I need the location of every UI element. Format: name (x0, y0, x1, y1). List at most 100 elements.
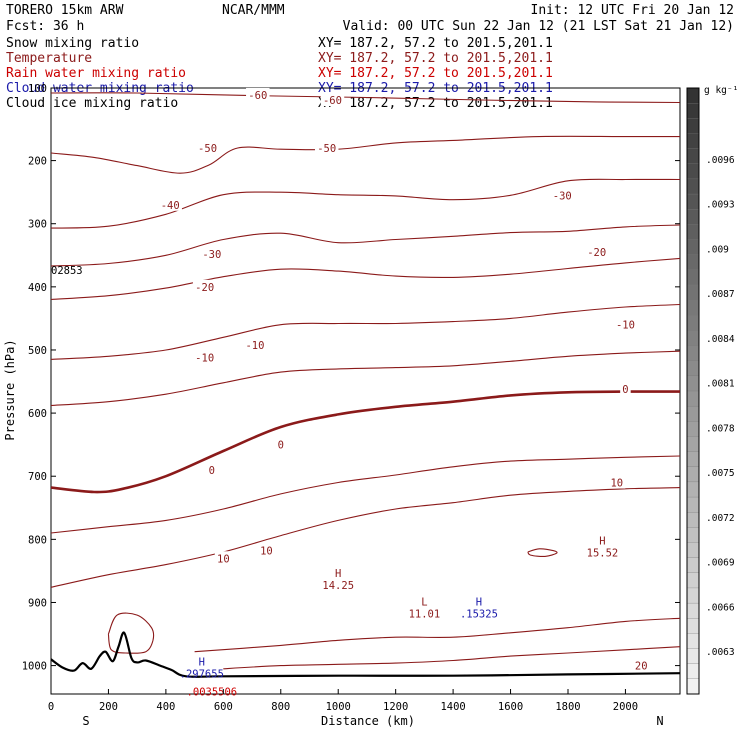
colorbar-frame (686, 87, 700, 695)
extremum-value: 11.01 (409, 609, 441, 621)
colorbar-box (686, 648, 700, 665)
inner-annotation: 02853 (51, 265, 83, 277)
x-axis-label: Distance (km) (321, 714, 415, 728)
extremum-value: .297655 (180, 669, 224, 681)
colorbar-box (686, 557, 700, 574)
extremum-value: 15.52 (587, 547, 619, 559)
isotherm-label: 10 (610, 478, 623, 490)
colorbar-unit: g kg⁻¹ (704, 85, 738, 96)
colorbar-box (686, 481, 700, 498)
isotherm-line (50, 224, 681, 267)
isotherm-label-bg (214, 551, 232, 565)
isotherm-line (50, 135, 680, 174)
field-xy-cloud-ice: XY= 187.2, 57.2 to 201.5,201.1 (318, 96, 553, 111)
colorbar-box (686, 360, 700, 377)
isotherm-label: 20 (635, 661, 648, 673)
isotherm-line (50, 257, 681, 301)
colorbar-box (686, 542, 700, 559)
colorbar-label: .0078 (706, 423, 735, 434)
isotherm-label-bg (192, 350, 217, 364)
isotherm-label-bg (158, 197, 182, 211)
isotherm-label-bg (314, 140, 339, 154)
model-title: TORERO 15km ARW (6, 3, 124, 18)
extremum-letter: H (199, 657, 205, 669)
x-tick-label: 400 (156, 701, 175, 713)
y-tick-label: 900 (28, 597, 47, 609)
isotherm-label-bg (195, 140, 220, 154)
isotherm-label: -10 (195, 353, 214, 365)
isotherm-line (194, 617, 681, 653)
x-end-label-north: N (656, 714, 663, 728)
isotherm-label-layer: -60 -60 -50 -50 -40 -30 -30 -20 -20 -10 -10 -10 0 0 0 1… (158, 87, 650, 673)
colorbar-box (686, 315, 700, 331)
isotherm-line (50, 487, 681, 588)
isotherm-line (50, 178, 681, 229)
field-xy-temperature: XY= 187.2, 57.2 to 201.5,201.1 (318, 51, 553, 66)
isotherm-label-bg (613, 317, 638, 331)
field-xy-rain: XY= 187.2, 57.2 to 201.5,201.1 (318, 66, 553, 81)
x-tick-label: 1800 (555, 701, 580, 713)
isotherm-label-bg (275, 437, 287, 451)
isotherm-label-bg (550, 188, 574, 202)
colorbar-box (686, 663, 700, 680)
colorbar-label: .0075 (706, 468, 735, 479)
y-axis-label: Pressure (hPa) (3, 339, 17, 440)
cloud-contour (527, 548, 558, 558)
x-tick-label: 200 (99, 701, 118, 713)
colorbar-box (686, 148, 700, 165)
x-tick-label: 2000 (613, 701, 638, 713)
colorbar-box (686, 451, 700, 468)
axis-layer: 0 200 400 600 800 1000 1200 1400 1600 1800 2000200… (22, 83, 680, 713)
colorbar-box (686, 512, 700, 528)
snow-contour (107, 612, 155, 654)
isotherm-line (223, 646, 681, 670)
colorbar-label: .0066 (706, 602, 735, 613)
extremum-value: .0035506 (187, 686, 238, 698)
isotherm-label-bg (257, 543, 275, 557)
x-tick-label: 1600 (498, 701, 523, 713)
field-name-snow: Snow mixing ratio (6, 36, 139, 51)
colorbar-box (686, 466, 700, 483)
x-tick-label: 1400 (440, 701, 465, 713)
extremum-letter: H (476, 597, 482, 609)
isotherm-label: -40 (161, 200, 180, 212)
isotherm-line (50, 455, 681, 534)
colorbar-box (686, 405, 700, 422)
colorbar-label: .0069 (706, 558, 735, 569)
x-tick-label: 0 (48, 701, 54, 713)
colorbar-box (686, 527, 700, 543)
y-tick-label: 800 (28, 534, 47, 546)
isotherm-label-bg (584, 245, 609, 259)
isotherm-label: -10 (616, 320, 635, 332)
center-title: NCAR/MMM (222, 3, 285, 18)
y-tick-label-top: 100 (28, 83, 47, 95)
isotherm-line (50, 390, 681, 494)
y-tick-label: 200 (28, 156, 47, 168)
colorbar-box (686, 496, 700, 513)
isotherm-label: -20 (587, 247, 606, 259)
colorbar-box (686, 163, 700, 180)
valid-time: Valid: 00 UTC Sun 22 Jan 12 (21 LST Sat … (343, 19, 734, 34)
colorbar-box (686, 284, 700, 301)
isotherm-line (50, 303, 681, 360)
isotherm-label: -50 (317, 143, 336, 155)
colorbar-box (686, 87, 700, 104)
y-tick-label: 300 (28, 219, 47, 231)
isotherm-label: -10 (245, 340, 264, 352)
colorbar-label: .0072 (706, 513, 735, 524)
isotherm-line (50, 92, 681, 104)
extrema-marker-layer: H14.25L11.01H15.52H.15325H.297655.003550… (180, 535, 619, 698)
colorbar-box (686, 133, 700, 149)
isotherm-label-bg (320, 92, 345, 106)
y-tick-label: 700 (28, 471, 47, 483)
isotherm-label-bg (620, 382, 631, 396)
forecast-hour: Fcst: 36 h (6, 19, 84, 34)
x-tick-label: 800 (271, 701, 290, 713)
colorbar-label: .0087 (706, 289, 735, 300)
colorbar-box (686, 572, 700, 589)
isotherm-label: -60 (248, 90, 267, 102)
colorbar-box (686, 421, 700, 437)
isotherm-label: -30 (553, 190, 572, 202)
extremum-value: 14.25 (322, 580, 354, 592)
